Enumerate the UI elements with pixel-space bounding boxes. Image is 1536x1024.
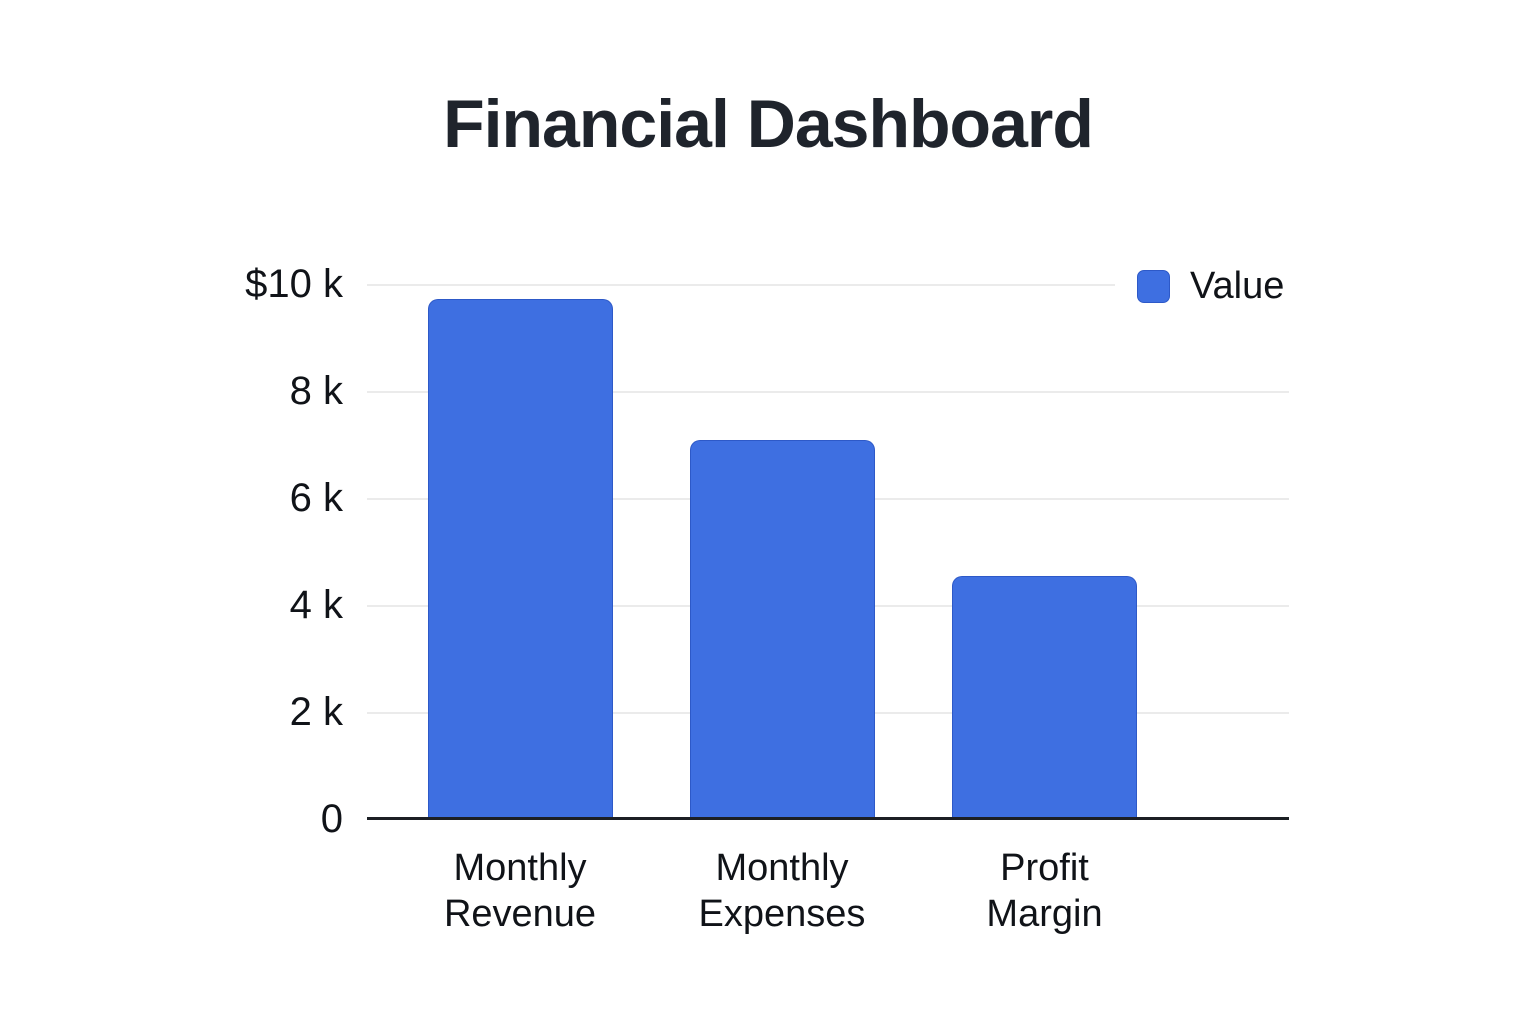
y-tick-label-10000: $10 k bbox=[245, 262, 343, 306]
x-axis-line bbox=[367, 817, 1289, 820]
legend-item-value[interactable]: Value bbox=[1115, 260, 1305, 312]
legend-label: Value bbox=[1190, 265, 1285, 307]
gridline-8000 bbox=[367, 391, 1289, 393]
x-axis-label-monthly-expenses: Monthly Expenses bbox=[698, 847, 866, 935]
legend-color-swatch bbox=[1137, 269, 1170, 303]
y-tick-label-0: 0 bbox=[320, 797, 343, 841]
gridline-10000 bbox=[367, 284, 1289, 286]
y-tick-label-8000: 8 k bbox=[289, 369, 343, 413]
chart-title: Financial Dashboard bbox=[443, 86, 1094, 162]
bar-monthly-expenses[interactable] bbox=[689, 440, 875, 819]
plot-area bbox=[367, 284, 1289, 820]
y-tick-label-2000: 2 k bbox=[289, 690, 343, 734]
x-axis-label-monthly-revenue: Monthly Revenue bbox=[443, 847, 597, 935]
y-tick-label-6000: 6 k bbox=[289, 476, 343, 520]
bar-monthly-revenue[interactable] bbox=[427, 298, 613, 819]
y-tick-label-4000: 4 k bbox=[289, 583, 343, 627]
bar-profit-margin[interactable] bbox=[952, 576, 1137, 819]
x-axis-label-profit-margin: Profit Margin bbox=[986, 847, 1103, 935]
